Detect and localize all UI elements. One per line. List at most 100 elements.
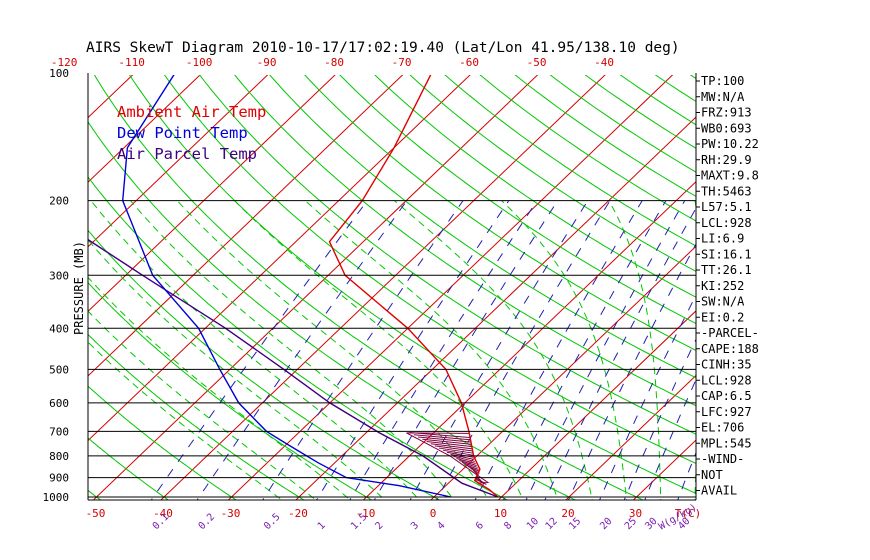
mixing-ratio-label: 3 [409,520,421,532]
dry-adiabat-line [199,75,696,435]
top-temp-tick-label: -50 [527,56,547,69]
cape-hatch-line [438,447,473,454]
side-panel-item: LFC:927 [701,405,752,419]
cape-hatch-line [475,478,487,485]
side-panel-item: EI:0.2 [701,310,744,324]
bottom-temp-tick-label: 0 [430,507,437,520]
dry-adiabat-line [269,75,696,379]
cape-hatch-line [474,477,484,484]
bottom-temp-tick-label: -20 [288,507,308,520]
top-temp-tick-label: -60 [459,56,479,69]
dry-adiabat-line [742,64,870,506]
moist-adiabat-line [88,310,317,500]
top-temp-tick-label: -40 [594,56,614,69]
mixing-ratio-line [567,243,696,500]
bottom-temp-tick-label: -10 [356,507,376,520]
side-panel-item: MW:N/A [701,90,745,104]
side-panel-item: CAPE:188 [701,342,759,356]
mixing-ratio-line [315,200,510,500]
mixing-ratio-line [474,200,643,500]
top-temp-tick-label: -120 [51,56,78,69]
mixing-ratio-line [349,200,538,500]
cape-hatch-line [461,461,478,468]
cape-hatch-line [459,459,477,466]
mixing-ratio-label: 10 [525,516,541,532]
isotherm-line [0,54,20,508]
cape-hatch-line [446,451,474,458]
isotherm-line [295,116,696,500]
pressure-tick-label: 500 [49,363,69,376]
side-panel-item: LCL:928 [701,216,752,230]
isotherm-line [88,75,201,183]
dry-adiabat-line [444,75,696,247]
side-panel-item: PW:10.22 [701,137,759,151]
top-temp-tick-label: -80 [324,56,344,69]
isotherm-line [565,374,696,500]
cape-hatch-line [442,449,473,456]
cape-hatch-line [413,434,470,441]
pressure-tick-label: 700 [49,425,69,438]
pressure-tick-label: 400 [49,322,69,335]
isotherm-line [88,75,404,377]
side-panel-item: -WIND- [701,452,744,466]
cape-hatch-line [430,443,472,450]
bottom-temp-tick-label: -50 [86,507,106,520]
side-panel-item: MPL:545 [701,436,752,450]
pressure-tick-label: 800 [49,450,69,463]
moist-adiabat-line [88,239,386,500]
isotherm-line [88,75,269,248]
side-panel-item: WB0:693 [701,121,752,135]
cape-hatch-line [422,438,471,445]
isotherm-line [160,75,606,500]
dry-adiabat-line [374,75,696,298]
dry-adiabat-line [0,64,40,506]
top-temp-tick-label: -100 [186,56,213,69]
bottom-temp-tick-label: 30 [629,507,642,520]
dry-adiabat-line [88,281,373,500]
cape-hatch-line [467,465,480,472]
dry-adiabat-line [163,75,696,465]
moist-adiabat-line [130,200,455,500]
cape-hatch-line [418,436,471,443]
legend-item: Dew Point Temp [117,124,248,142]
mixing-ratio-line [525,200,686,500]
pressure-tick-label: 600 [49,397,69,410]
mixing-ratio-line [196,200,408,500]
temp-unit-label: T(C) [675,507,702,520]
dry-adiabat-line [128,75,696,494]
side-panel-item: -PARCEL- [701,326,759,340]
isotherm-line [430,245,696,500]
mixing-ratio-label: 6 [474,520,486,532]
bottom-temp-tick-label: 10 [494,507,507,520]
top-temp-tick-label: -70 [392,56,412,69]
moist-adiabat-line [608,200,662,500]
top-temp-tick-label: -110 [118,56,145,69]
isotherm-line [497,310,696,500]
dry-adiabat-line [846,64,870,506]
dry-adiabat-line [811,64,870,506]
isotherm-line [828,54,870,508]
dry-adiabat-line [88,437,170,500]
bottom-temp-tick-label: -40 [153,507,173,520]
legend: Ambient Air Temp Dew Point Temp Air Parcel… [117,103,266,163]
mixing-ratio-line [502,200,667,500]
mixing-ratio-label: 2 [373,520,385,532]
mixing-ratio-label: 0.2 [197,512,218,533]
pressure-tick-label: 300 [49,269,69,282]
bottom-temp-tick-label: 20 [561,507,574,520]
cape-hatch-line [409,431,470,438]
pressure-tick-label: 200 [49,195,69,208]
pressure-tick-label: 100 [49,67,69,80]
moist-adiabat-line [88,341,283,500]
chart-title: AIRS SkewT Diagram 2010-10-17/17:02:19.4… [86,40,680,56]
moist-adiabat-line [304,200,559,500]
mixing-ratio-label: 0.5 [262,512,283,533]
side-panel-item: SI:16.1 [701,247,752,261]
cape-hatch-line [434,445,473,452]
side-panel-item: AVAIL [701,484,737,498]
side-panel-item: KI:252 [701,279,744,293]
pressure-tick-label: 900 [49,472,69,485]
isotherm-line [88,75,336,313]
side-panel-item: TT:26.1 [701,263,752,277]
